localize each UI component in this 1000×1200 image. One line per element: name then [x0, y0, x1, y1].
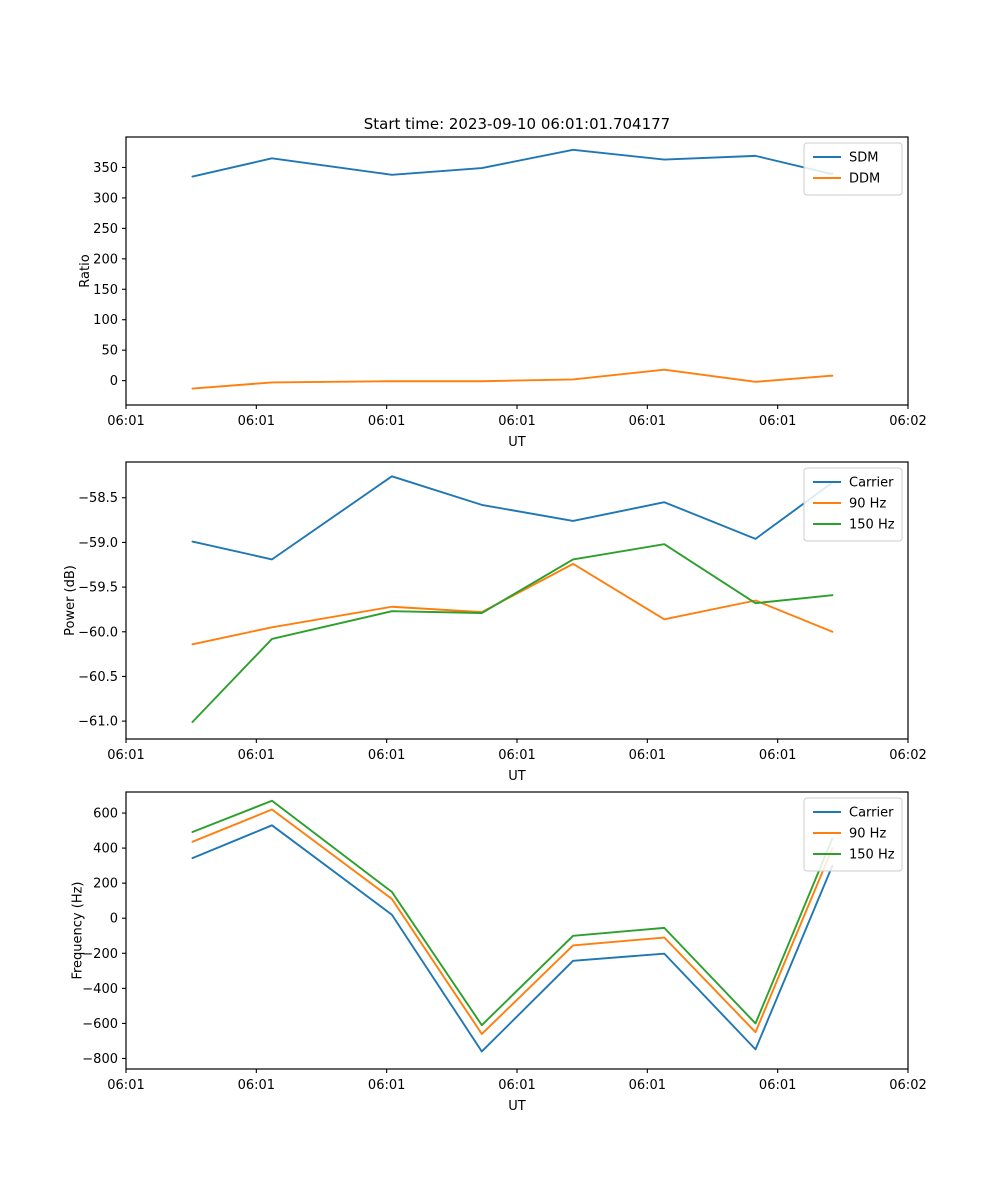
plot-frame: [125, 136, 909, 406]
series-line-90-hz: [191, 562, 834, 646]
x-tick-label: 06:01: [759, 414, 796, 429]
series-line-carrier: [191, 824, 834, 1053]
legend-label-carrier: Carrier: [849, 806, 894, 821]
plot-frame: [125, 791, 909, 1070]
y-tick-label: −58.5: [78, 491, 118, 506]
y-tick-label: 350: [93, 161, 118, 176]
data-lines: [191, 475, 834, 723]
x-tick-label: 06:01: [238, 414, 275, 429]
plot-frame: [125, 461, 909, 740]
panel-power: 06:01 06:01 06:01 06:01 06:01 06:01 06:02 UT −58…: [63, 461, 927, 784]
legend-box: [803, 467, 903, 542]
x-tick-label: 06:01: [498, 414, 535, 429]
y-axis-label: Frequency (Hz): [71, 881, 86, 979]
legend-label-sdm: SDM: [849, 151, 878, 166]
y-axis-label: Ratio: [78, 254, 93, 287]
y-tick-label: 300: [93, 191, 118, 206]
x-axis-label: UT: [508, 435, 526, 450]
y-tick-label: −200: [82, 947, 118, 962]
x-tick-label: 06:02: [889, 414, 926, 429]
y-tick-label: −60.5: [78, 670, 118, 685]
x-tick-label: 06:02: [889, 748, 926, 763]
x-tick-label: 06:01: [238, 748, 275, 763]
x-tick-label: 06:01: [107, 414, 144, 429]
series-line-150-hz: [191, 799, 834, 1027]
series-line-150-hz: [191, 543, 834, 723]
y-tick-label: 250: [93, 222, 118, 237]
y-tick-label: −59.5: [78, 581, 118, 596]
y-tick-label: −60.0: [78, 625, 118, 640]
legend: Carrier 90 Hz 150 Hz: [803, 467, 903, 542]
x-axis: 06:01 06:01 06:01 06:01 06:01 06:01 06:02 UT: [107, 405, 927, 450]
y-tick-label: 600: [93, 807, 118, 822]
y-tick-label: −59.0: [78, 536, 118, 551]
x-axis-label: UT: [508, 1099, 526, 1114]
y-axis-label: Power (dB): [63, 565, 78, 636]
x-tick-label: 06:01: [498, 748, 535, 763]
y-tick-label: 400: [93, 842, 118, 857]
y-axis: −800 −600 −400 −200 0 200 400 600 Frequency (Hz): [71, 807, 126, 1067]
legend: SDM DDM: [803, 142, 903, 196]
data-lines: [191, 148, 834, 390]
legend-label-90-hz: 90 Hz: [849, 497, 886, 512]
legend: Carrier 90 Hz 150 Hz: [803, 797, 903, 872]
x-tick-label: 06:01: [759, 748, 796, 763]
y-tick-label: −400: [82, 982, 118, 997]
x-tick-label: 06:01: [629, 1078, 666, 1093]
x-tick-label: 06:01: [238, 1078, 275, 1093]
y-tick-label: 0: [110, 912, 118, 927]
data-lines: [191, 799, 834, 1053]
panel-frequency: 06:01 06:01 06:01 06:01 06:01 06:01 06:02 UT −80…: [71, 791, 927, 1114]
x-tick-label: 06:01: [759, 1078, 796, 1093]
y-tick-label: 100: [93, 313, 118, 328]
series-line-sdm: [191, 148, 834, 178]
panel-ratio: 06:01 06:01 06:01 06:01 06:01 06:01 06:02 UT 0 50…: [78, 136, 927, 450]
x-tick-label: 06:02: [889, 1078, 926, 1093]
x-tick-label: 06:01: [107, 1078, 144, 1093]
y-axis: 0 50 100 150 200 250 300 350 Ratio: [78, 161, 126, 389]
legend-label-150-hz: 150 Hz: [849, 848, 895, 863]
y-tick-label: 0: [110, 374, 118, 389]
x-tick-label: 06:01: [629, 414, 666, 429]
y-tick-label: 50: [101, 344, 118, 359]
y-tick-label: 200: [93, 877, 118, 892]
y-tick-label: 150: [93, 283, 118, 298]
legend-label-90-hz: 90 Hz: [849, 827, 886, 842]
y-tick-label: 200: [93, 252, 118, 267]
y-axis: −58.5 −59.0 −59.5 −60.0 −60.5 −61.0 Power (dB): [63, 491, 126, 730]
x-tick-label: 06:01: [629, 748, 666, 763]
series-line-carrier: [191, 475, 834, 561]
x-tick-label: 06:01: [368, 748, 405, 763]
legend-label-ddm: DDM: [849, 172, 880, 187]
x-axis-label: UT: [508, 769, 526, 784]
x-tick-label: 06:01: [498, 1078, 535, 1093]
x-axis: 06:01 06:01 06:01 06:01 06:01 06:01 06:02 UT: [107, 739, 927, 784]
y-tick-label: −600: [82, 1017, 118, 1032]
x-tick-label: 06:01: [368, 1078, 405, 1093]
y-tick-label: −61.0: [78, 715, 118, 730]
x-axis: 06:01 06:01 06:01 06:01 06:01 06:01 06:02 UT: [107, 1069, 927, 1114]
x-tick-label: 06:01: [107, 748, 144, 763]
legend-box: [803, 142, 903, 196]
legend-box: [803, 797, 903, 872]
y-tick-label: −800: [82, 1052, 118, 1067]
legend-label-carrier: Carrier: [849, 476, 894, 491]
x-tick-label: 06:01: [368, 414, 405, 429]
series-line-ddm: [191, 368, 834, 390]
legend-label-150-hz: 150 Hz: [849, 518, 895, 533]
series-line-90-hz: [191, 808, 834, 1035]
figure-title: Start time: 2023-09-10 06:01:01.704177: [364, 115, 670, 133]
